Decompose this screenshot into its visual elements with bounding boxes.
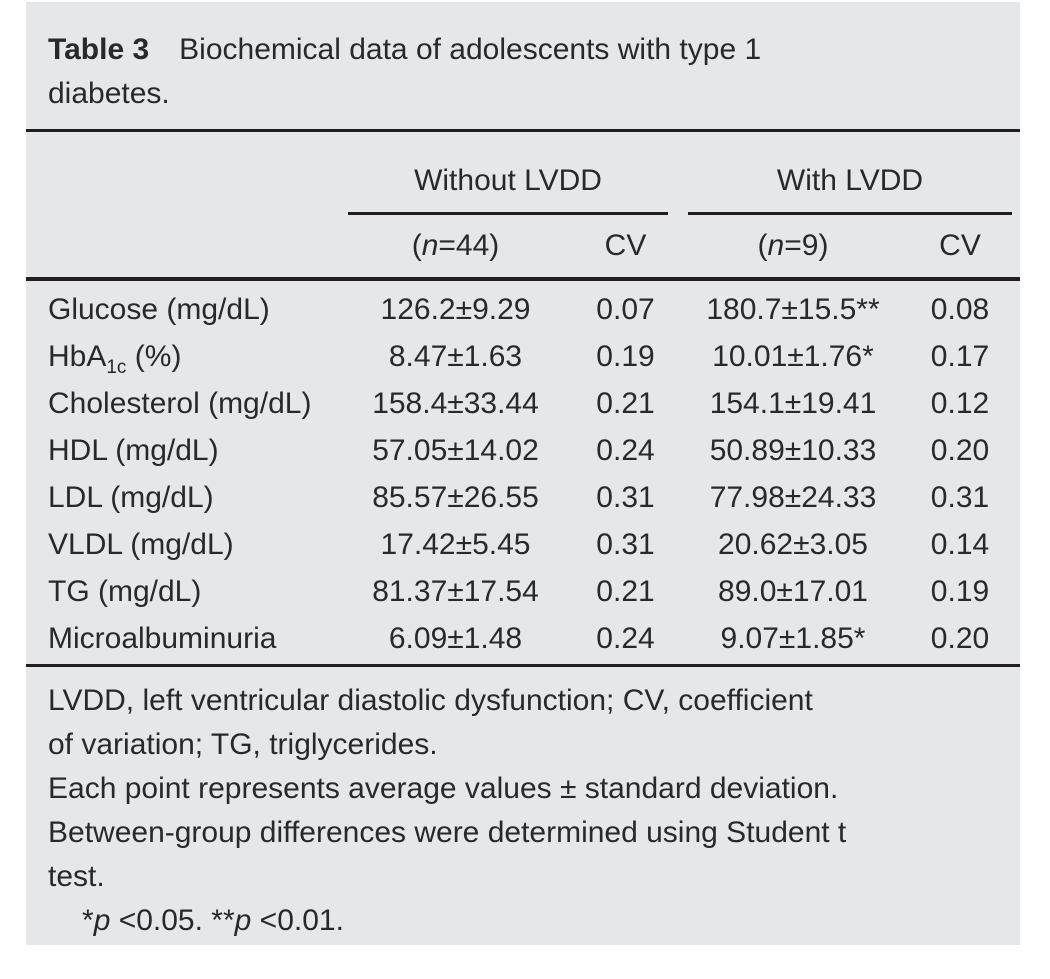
table-body: Glucose (mg/dL) 126.2±9.29 0.07 180.7±15… (48, 281, 1012, 662)
sig-p-italic-2: p (234, 904, 252, 937)
rule-below-body (26, 664, 1020, 667)
cv-without: 0.07 (596, 292, 655, 326)
subheader-n-without: (n=44) (338, 229, 573, 263)
table-row-glucose: Glucose (mg/dL) 126.2±9.29 0.07 180.7±15… (48, 286, 1012, 333)
row-label-text: Cholesterol (mg/dL) (48, 386, 312, 420)
n-without-italic: n (421, 229, 439, 262)
sig-star-single: * (82, 904, 94, 937)
row-label: VLDL (mg/dL) (48, 528, 338, 562)
row-label: Glucose (mg/dL) (48, 293, 338, 327)
row-label: HbA1c (%) (48, 339, 338, 377)
sig-threshold-1: <0.05. (110, 904, 212, 937)
value-with: 77.98±24.33 (709, 480, 877, 514)
cv-with: 0.20 (930, 621, 990, 655)
cv-with: 0.14 (930, 527, 990, 561)
group-without-lvdd: Without LVDD (338, 164, 678, 215)
value-without: 8.47±1.63 (388, 339, 523, 373)
value-with: 9.07±1.85* (720, 621, 866, 655)
value-without: 81.37±17.54 (372, 574, 539, 608)
value-with: 154.1±19.41 (709, 386, 877, 420)
row-label: HDL (mg/dL) (48, 434, 338, 468)
value-without: 6.09±1.48 (388, 621, 523, 655)
row-label-text: HDL (mg/dL) (48, 433, 219, 467)
table-row-tg: TG (mg/dL) 81.37±17.54 0.21 89.0±17.01 0… (48, 568, 1012, 615)
n-with-value: =9) (784, 229, 829, 262)
footnote-test-note-line-1: Between-group differences were determine… (48, 816, 847, 849)
row-label: Microalbuminuria (48, 622, 338, 656)
value-with: 50.89±10.33 (709, 433, 877, 467)
cv-without: 0.24 (596, 433, 655, 467)
sig-threshold-2: <0.01. (251, 904, 344, 937)
cv-with: 0.19 (930, 574, 990, 608)
caption-text: Biochemical data of adolescents with typ… (179, 33, 762, 66)
table-footnotes: LVDD, left ventricular diastolic dysfunc… (48, 667, 1012, 943)
row-label-rest: (%) (126, 339, 182, 373)
value-with: 180.7±15.5** (706, 292, 880, 326)
value-without: 85.57±26.55 (372, 480, 539, 514)
table-panel: Table 3 Biochemical data of adolescents w… (26, 2, 1020, 945)
cv-with: 0.12 (930, 386, 990, 420)
table-number-label: Table 3 (48, 33, 150, 66)
column-subheader-row: (n=44) CV (n=9) CV (48, 215, 1012, 277)
cv-without: 0.21 (596, 386, 655, 420)
row-label-text: Glucose (mg/dL) (48, 292, 270, 326)
row-label-sub: 1c (106, 356, 127, 378)
column-group-header: Without LVDD With LVDD (48, 132, 1012, 215)
row-label-text: TG (mg/dL) (48, 574, 202, 608)
cv-without: 0.24 (596, 621, 655, 655)
rule-below-header (26, 277, 1020, 281)
row-label-text: Microalbuminuria (48, 621, 277, 655)
table-row-hba1c: HbA1c (%) 8.47±1.63 0.19 10.01±1.76* 0.1… (48, 333, 1012, 380)
table-caption: Table 3 Biochemical data of adolescents w… (48, 2, 1012, 116)
row-label: Cholesterol (mg/dL) (48, 387, 338, 421)
footnote-abbreviations-line-2: of variation; TG, triglycerides. (48, 728, 438, 761)
caption-line-1: Table 3 Biochemical data of adolescents w… (48, 28, 1012, 72)
cv-without: 0.21 (596, 574, 655, 608)
table-row-ldl: LDL (mg/dL) 85.57±26.55 0.31 77.98±24.33… (48, 474, 1012, 521)
group-with-lvdd-label: With LVDD (688, 164, 1012, 215)
subheader-n-with: (n=9) (678, 229, 908, 263)
caption-line-2: diabetes. (48, 77, 170, 110)
footnote-abbreviations-line-1: LVDD, left ventricular diastolic dysfunc… (48, 684, 813, 717)
table-row-vldl: VLDL (mg/dL) 17.42±5.45 0.31 20.62±3.05 … (48, 521, 1012, 568)
footnote-significance: *p <0.05. **p <0.01. (48, 899, 1012, 943)
row-label: LDL (mg/dL) (48, 481, 338, 515)
group-without-lvdd-label: Without LVDD (348, 164, 668, 215)
row-label-text: HbA (48, 339, 107, 373)
n-with-paren: ( (757, 229, 768, 262)
value-with: 20.62±3.05 (718, 527, 868, 561)
table-row-microalbuminuria: Microalbuminuria 6.09±1.48 0.24 9.07±1.8… (48, 615, 1012, 662)
row-label-text: VLDL (mg/dL) (48, 527, 234, 561)
value-without: 57.05±14.02 (372, 433, 539, 467)
value-without: 17.42±5.45 (380, 527, 531, 561)
group-with-lvdd: With LVDD (678, 164, 1012, 215)
value-without: 158.4±33.44 (372, 386, 539, 420)
row-label: TG (mg/dL) (48, 575, 338, 609)
row-label-text: LDL (mg/dL) (48, 480, 214, 514)
n-without-value: =44) (438, 229, 500, 262)
sig-p-italic-1: p (93, 904, 111, 937)
cv-with: 0.20 (930, 433, 990, 467)
table-row-hdl: HDL (mg/dL) 57.05±14.02 0.24 50.89±10.33… (48, 427, 1012, 474)
cv-with: 0.08 (930, 292, 990, 326)
footnote-values-note: Each point represents average values ± s… (48, 772, 839, 805)
cv-with: 0.17 (930, 339, 990, 373)
cv-without: 0.31 (596, 480, 655, 514)
cv-with: 0.31 (930, 480, 990, 514)
table-row-cholesterol: Cholesterol (mg/dL) 158.4±33.44 0.21 154… (48, 380, 1012, 427)
n-with-italic: n (767, 229, 785, 262)
sig-star-double: ** (211, 904, 235, 937)
rule-below-caption (26, 129, 1020, 132)
n-without-paren: ( (411, 229, 422, 262)
value-with: 89.0±17.01 (718, 574, 868, 608)
footnote-test-note-line-2: test. (48, 860, 105, 893)
cv-without: 0.19 (596, 339, 655, 373)
cv-without: 0.31 (596, 527, 655, 561)
subheader-cv-without: CV (604, 229, 647, 262)
subheader-cv-with: CV (939, 229, 981, 262)
value-with: 10.01±1.76* (712, 339, 874, 373)
value-without: 126.2±9.29 (380, 292, 531, 326)
